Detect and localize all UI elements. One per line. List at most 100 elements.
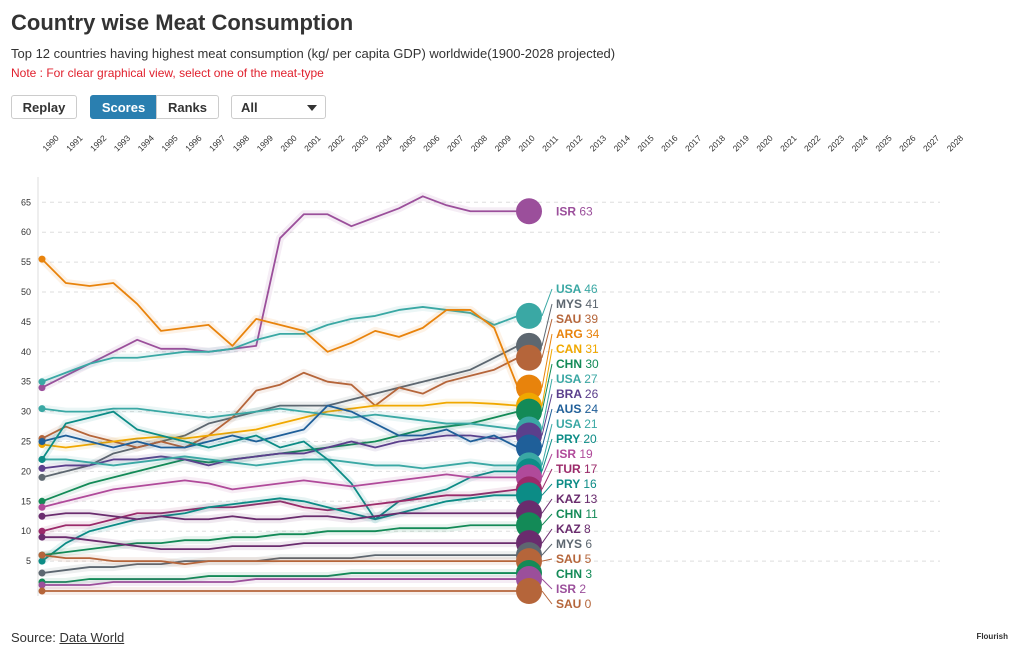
series-end-marker [516,434,542,461]
series-line-can [41,401,519,449]
label-leader-line [541,333,553,388]
series-line-aus [41,404,519,449]
label-leader-line [541,558,553,562]
x-tick-label: 2009 [493,133,514,154]
series-line-isr [41,195,518,389]
meat-type-dropdown[interactable]: All [231,95,326,119]
series-end-label: KAZ 8 [556,522,591,536]
x-tick-label: 2018 [707,133,728,154]
x-tick-label: 2013 [588,133,609,154]
label-leader-line [541,318,553,358]
label-leader-line [541,498,553,514]
x-tick-label: 2020 [754,133,775,154]
series-line-chn [42,572,518,583]
label-leader-line [541,513,553,526]
label-leader-line [541,528,553,544]
series-start-point [38,551,46,559]
series-line-bra [41,434,519,470]
x-tick-label: 1999 [255,133,276,154]
series-start-point [38,378,46,386]
x-tick-label: 1990 [40,133,61,154]
y-tick-label: 50 [21,287,31,297]
x-tick-label: 2021 [778,133,799,154]
x-tick-label: 2017 [683,133,704,154]
series-end-label: SAU 0 [556,597,592,611]
series-end-label: USA 46 [556,282,598,296]
label-leader-line [541,393,553,436]
label-leader-line [541,378,553,430]
label-leader-line [541,578,553,590]
series-end-marker [516,198,542,225]
source-link[interactable]: Data World [59,630,125,645]
x-tick-label: 2012 [564,133,585,154]
series-line-mys [41,554,518,574]
note: Note : For clear graphical view, select … [11,66,324,80]
source: Source: Data World [11,630,124,645]
label-leader-line [541,363,553,412]
series-line-sau [41,554,518,565]
label-leader-line [541,590,553,605]
series-start-point [38,587,46,595]
x-tick-label: 2003 [350,133,371,154]
series-halo [39,256,522,390]
series-end-label: MYS 6 [556,537,592,551]
series-end-label: MYS 41 [556,297,599,311]
series-start-point [38,512,46,520]
series-start-point [38,497,46,505]
series-start-point [38,455,46,463]
label-leader-line [541,288,553,317]
series-start-point [38,557,46,565]
x-tick-label: 2004 [374,133,395,154]
series-end-marker [516,578,542,604]
series-line-pry [41,410,518,521]
x-tick-label: 2005 [397,133,418,154]
x-tick-label: 2002 [326,133,347,154]
label-leader-line [541,483,553,496]
series-end-marker [516,398,542,425]
series-end-label: BRA 26 [556,387,599,401]
label-leader-line [541,468,553,490]
series-line-usa [41,306,519,383]
series-line-kaz [41,512,518,521]
x-tick-label: 2022 [802,133,823,154]
series-line-chn [41,524,518,557]
y-tick-label: 30 [21,407,31,417]
series-end-label: USA 27 [556,372,598,386]
chevron-down-icon [307,105,317,111]
label-leader-line [541,303,553,346]
label-leader-line [541,423,553,466]
y-tick-label: 40 [21,347,31,357]
series-line-usa [41,407,519,431]
ranks-button[interactable]: Ranks [156,95,219,119]
replay-button[interactable]: Replay [11,95,77,119]
end-markers [516,198,542,604]
series-start-point [38,464,46,472]
source-label: Source: [11,630,56,645]
x-tick-label: 1992 [88,133,109,154]
series-end-label: TUR 17 [556,462,598,476]
x-tick-label: 2000 [278,133,299,154]
x-tick-label: 1994 [136,133,157,154]
label-leader-line [541,438,553,472]
x-tick-label: 2023 [826,133,847,154]
series-end-label: USA 21 [556,417,598,431]
series-halo [40,302,520,386]
x-tick-label: 2016 [659,133,680,154]
series-line-arg [41,258,519,389]
series-start-point [38,438,46,445]
flourish-logo[interactable]: Flourish [976,632,1008,641]
series-start-point [38,503,46,511]
x-tick-label: 2008 [469,133,490,154]
series-start-point [38,255,46,263]
series-start-point [38,569,46,577]
series-end-label: ISR 63 [556,204,593,218]
series-line-pry [41,494,518,562]
x-tick-label: 2007 [445,133,466,154]
y-tick-label: 10 [21,526,31,536]
y-tick-label: 35 [21,377,31,387]
scores-button[interactable]: Scores [90,95,157,119]
series-lines [38,192,522,595]
series-end-label: PRY 16 [556,477,597,491]
